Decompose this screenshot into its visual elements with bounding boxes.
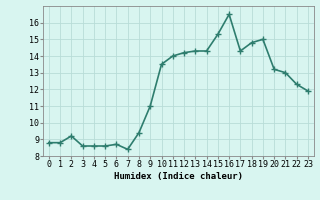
X-axis label: Humidex (Indice chaleur): Humidex (Indice chaleur) [114, 172, 243, 181]
